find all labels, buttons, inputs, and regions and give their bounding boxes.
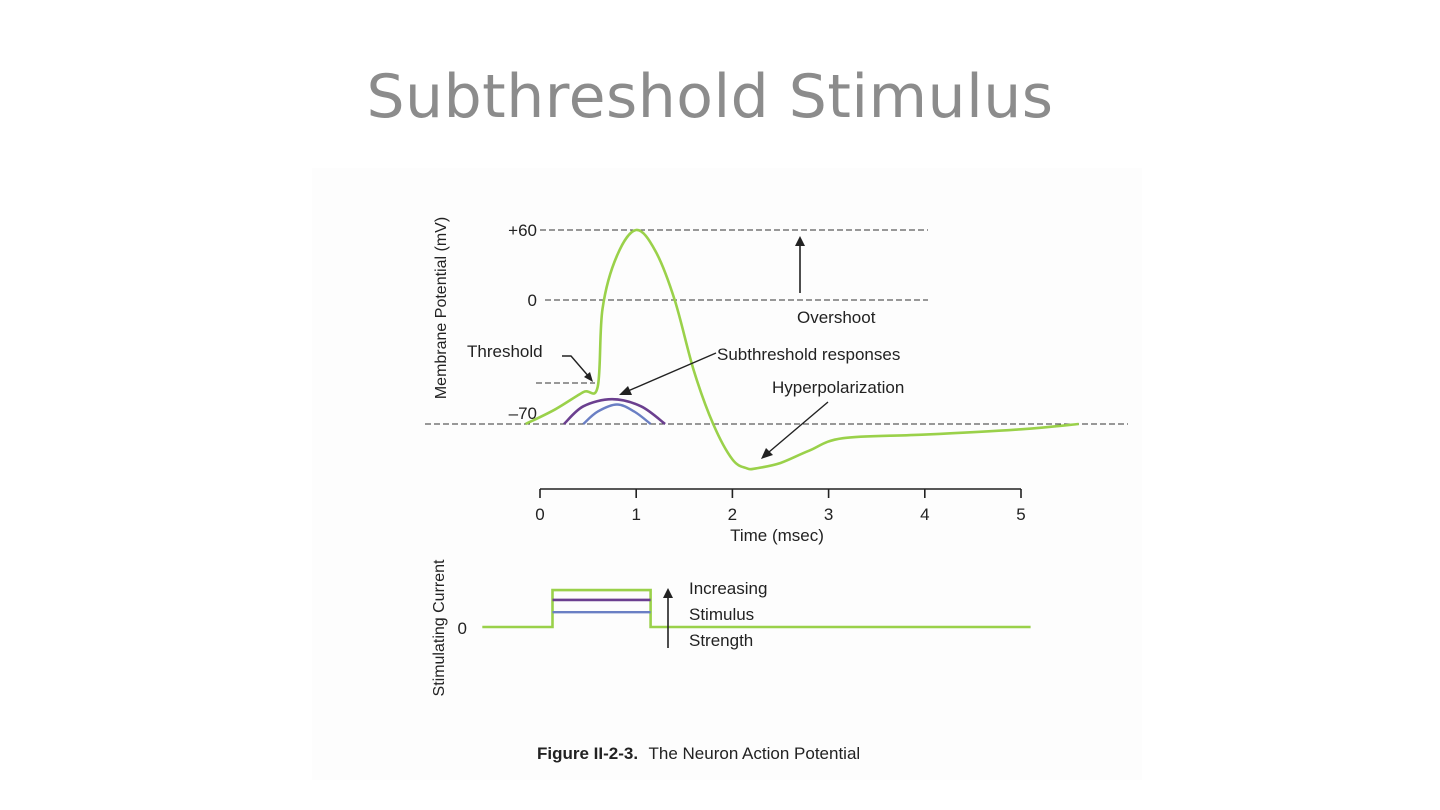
y-axis-title-stimulating: Stimulating Current xyxy=(431,559,448,697)
threshold-leader-head xyxy=(584,372,593,382)
time-axis-ticks: 0 1 2 3 4 5 xyxy=(535,489,1026,524)
membrane-potential-chart: +60 0 –70 Membrane Potential (mV) Oversh… xyxy=(425,217,1128,545)
subthreshold-arrow-head xyxy=(619,386,632,395)
figure-caption-number: Figure II-2-3. xyxy=(537,744,638,763)
label-hyperpolarization: Hyperpolarization xyxy=(772,378,904,397)
overshoot-arrow-head xyxy=(795,236,805,246)
label-subthreshold-responses: Subthreshold responses xyxy=(717,345,900,364)
stimulating-current-chart: Stimulating Current 0 Increasing Stimulu… xyxy=(431,559,1031,697)
y-axis-title-membrane: Membrane Potential (mV) xyxy=(433,217,450,399)
time-tick-label: 5 xyxy=(1016,505,1025,524)
time-tick-label: 0 xyxy=(535,505,544,524)
label-increasing: Increasing xyxy=(689,579,767,598)
x-axis-title-time: Time (msec) xyxy=(730,526,824,545)
subthreshold-response-large xyxy=(563,397,666,426)
figure-panel xyxy=(312,168,1142,780)
y-tick-zero: 0 xyxy=(528,291,537,310)
time-tick-label: 3 xyxy=(824,505,833,524)
label-stimulus: Stimulus xyxy=(689,605,754,624)
y-tick-plus60: +60 xyxy=(508,221,537,240)
time-tick-label: 1 xyxy=(631,505,640,524)
action-potential-curve xyxy=(525,228,1079,471)
label-threshold: Threshold xyxy=(467,342,543,361)
label-overshoot: Overshoot xyxy=(797,308,876,327)
figure-caption: Figure II-2-3. The Neuron Action Potenti… xyxy=(537,744,860,763)
threshold-leader xyxy=(562,355,591,379)
stimulus-strength-arrow-head xyxy=(663,588,673,598)
hyperpolarization-arrow-head xyxy=(761,448,773,459)
hyperpolarization-arrow xyxy=(768,401,829,453)
subthreshold-arrow xyxy=(627,352,717,392)
stimulus-trace-large xyxy=(482,588,1031,629)
time-tick-label: 4 xyxy=(920,505,929,524)
time-tick-label: 2 xyxy=(728,505,737,524)
y-tick-current-zero: 0 xyxy=(458,619,467,638)
slide-title: Subthreshold Stimulus xyxy=(366,62,1054,132)
y-tick-minus70: –70 xyxy=(509,404,537,423)
figure-caption-text: The Neuron Action Potential xyxy=(649,744,861,763)
subthreshold-response-small xyxy=(582,403,652,425)
label-strength: Strength xyxy=(689,631,753,650)
